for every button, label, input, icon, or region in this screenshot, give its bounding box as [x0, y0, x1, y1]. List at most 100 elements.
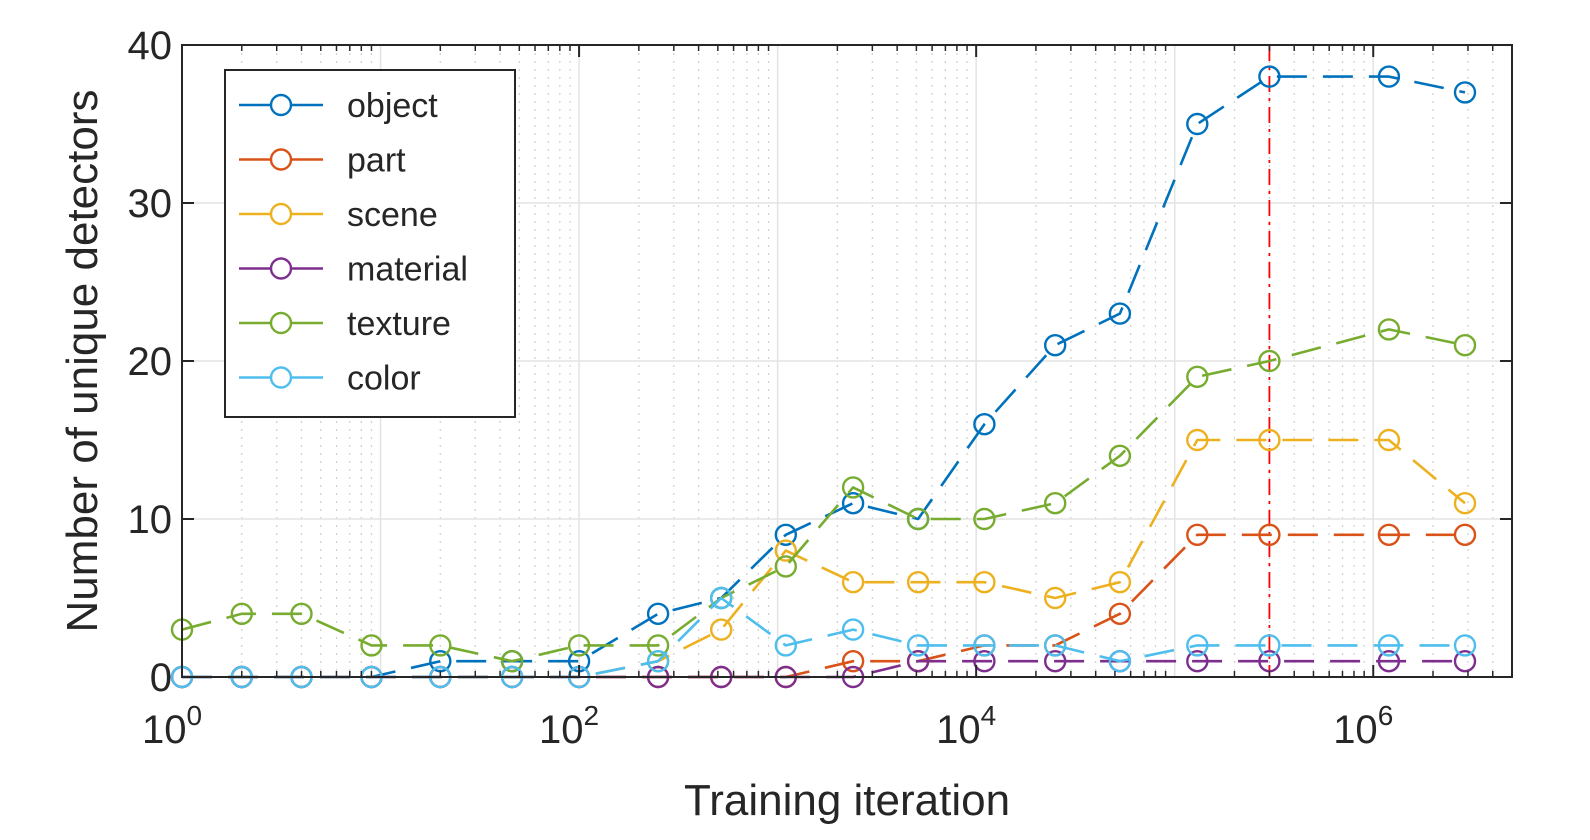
data-point-color: [1377, 634, 1401, 657]
data-point-object: [1258, 65, 1281, 88]
data-point-color: [1258, 634, 1281, 657]
series-line-material: [182, 659, 1465, 679]
data-point-material: [1043, 650, 1067, 673]
legend-item-color: color: [239, 360, 421, 398]
x-tick-label: 100: [142, 700, 202, 752]
y-axis-label: Number of unique detectors: [58, 90, 107, 633]
legend-label: color: [347, 360, 421, 398]
y-tick-label: 30: [128, 182, 173, 226]
data-point-object: [1377, 65, 1401, 88]
data-point-texture: [841, 476, 865, 499]
data-point-color: [1108, 650, 1132, 673]
y-tick-label: 20: [128, 340, 173, 384]
data-point-scene: [973, 571, 996, 594]
data-point-color: [646, 650, 670, 673]
data-point-material: [906, 650, 930, 673]
legend-label: scene: [347, 196, 438, 234]
data-point-object: [774, 523, 797, 546]
data-point-color: [1186, 634, 1209, 657]
data-point-scene: [1043, 586, 1067, 610]
data-point-texture: [906, 507, 930, 531]
data-point-texture: [646, 634, 670, 657]
data-point-material: [973, 650, 996, 673]
data-point-texture: [1043, 492, 1067, 515]
legend-marker: [269, 257, 293, 280]
legend-label: material: [347, 251, 468, 289]
legend-marker: [269, 311, 293, 335]
data-point-object: [841, 492, 865, 515]
data-point-part: [841, 650, 865, 673]
data-point-part: [1258, 523, 1281, 546]
data-point-texture: [500, 650, 524, 673]
data-point-texture: [1108, 444, 1132, 467]
data-point-texture: [1453, 334, 1477, 357]
ticks: 100 102 104 106 0 10 20 30 40: [128, 24, 1513, 752]
series-line-scene: [182, 438, 1466, 679]
data-point-color: [973, 634, 996, 657]
data-point-texture: [1186, 365, 1209, 388]
data-point-texture: [429, 634, 452, 657]
data-point-scene: [1108, 571, 1132, 594]
legend-marker: [269, 202, 293, 226]
legend-item-part: part: [239, 142, 406, 180]
data-point-object: [1453, 81, 1477, 104]
data-point-color: [906, 634, 930, 657]
data-point-texture: [973, 507, 996, 531]
data-point-part: [1377, 523, 1401, 546]
data-point-texture: [1377, 318, 1401, 341]
data-point-color: [774, 634, 797, 657]
data-point-object: [1043, 334, 1067, 357]
data-point-texture: [230, 602, 254, 625]
data-point-texture: [1258, 349, 1281, 373]
legend-item-texture: texture: [239, 305, 451, 343]
legend-marker: [269, 148, 293, 171]
data-point-scene: [1377, 428, 1401, 452]
data-point-part: [1186, 523, 1209, 546]
legend-label: object: [347, 87, 438, 125]
data-point-object: [1186, 112, 1209, 136]
data-point-material: [1377, 650, 1401, 673]
data-point-part: [1453, 523, 1477, 546]
data-point-scene: [710, 618, 733, 641]
legend-label: texture: [347, 305, 451, 343]
data-point-color: [1453, 634, 1477, 657]
y-tick-label: 0: [150, 656, 172, 700]
data-point-color: [710, 586, 733, 610]
data-point-color: [841, 618, 865, 641]
data-point-texture: [290, 602, 313, 625]
data-point-material: [1186, 650, 1209, 673]
x-tick-label: 106: [1333, 700, 1393, 752]
data-point-texture: [774, 555, 797, 578]
data-point-object: [973, 413, 996, 436]
data-point-color: [1043, 634, 1067, 657]
data-point-material: [1453, 650, 1477, 673]
x-tick-label: 102: [539, 700, 599, 752]
data-point-scene: [1258, 428, 1281, 452]
data-point-scene: [1186, 428, 1209, 452]
data-point-texture: [360, 634, 383, 657]
legend-box: [224, 69, 516, 418]
data-point-scene: [1453, 492, 1477, 515]
legend: object part scene material texture color: [224, 69, 516, 418]
legend-marker: [269, 366, 293, 389]
data-point-texture: [567, 634, 591, 657]
x-axis-label: Training iteration: [684, 776, 1010, 825]
legend-item-scene: scene: [239, 196, 438, 234]
y-tick-label: 40: [128, 24, 173, 68]
data-point-scene: [774, 539, 797, 562]
x-tick-label: 104: [936, 700, 996, 752]
data-point-scene: [841, 571, 865, 594]
y-tick-label: 10: [128, 498, 173, 542]
data-point-part: [1108, 602, 1132, 625]
data-point-scene: [906, 571, 930, 594]
legend-marker: [269, 93, 293, 117]
legend-label: part: [347, 142, 406, 180]
legend-item-material: material: [239, 251, 468, 289]
data-point-object: [1108, 302, 1132, 325]
series-line-color: [182, 596, 1465, 679]
legend-item-object: object: [239, 87, 438, 125]
data-point-object: [646, 602, 670, 625]
series-line-texture: [181, 328, 1466, 663]
